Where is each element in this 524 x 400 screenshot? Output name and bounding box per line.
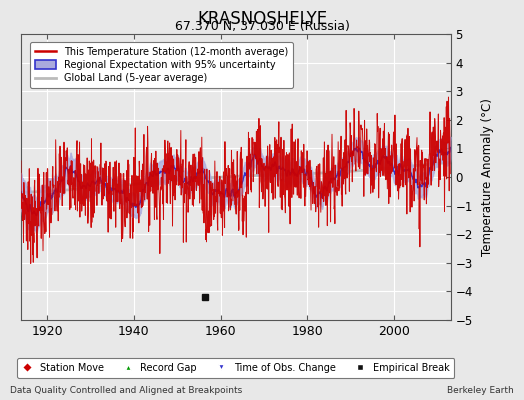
Text: Berkeley Earth: Berkeley Earth (447, 386, 514, 395)
Legend: Station Move, Record Gap, Time of Obs. Change, Empirical Break: Station Move, Record Gap, Time of Obs. C… (17, 358, 454, 378)
Text: 67.370 N, 37.030 E (Russia): 67.370 N, 37.030 E (Russia) (174, 20, 350, 33)
Text: Data Quality Controlled and Aligned at Breakpoints: Data Quality Controlled and Aligned at B… (10, 386, 243, 395)
Text: KRASNOSHELYE: KRASNOSHELYE (197, 10, 327, 28)
Y-axis label: Temperature Anomaly (°C): Temperature Anomaly (°C) (481, 98, 494, 256)
